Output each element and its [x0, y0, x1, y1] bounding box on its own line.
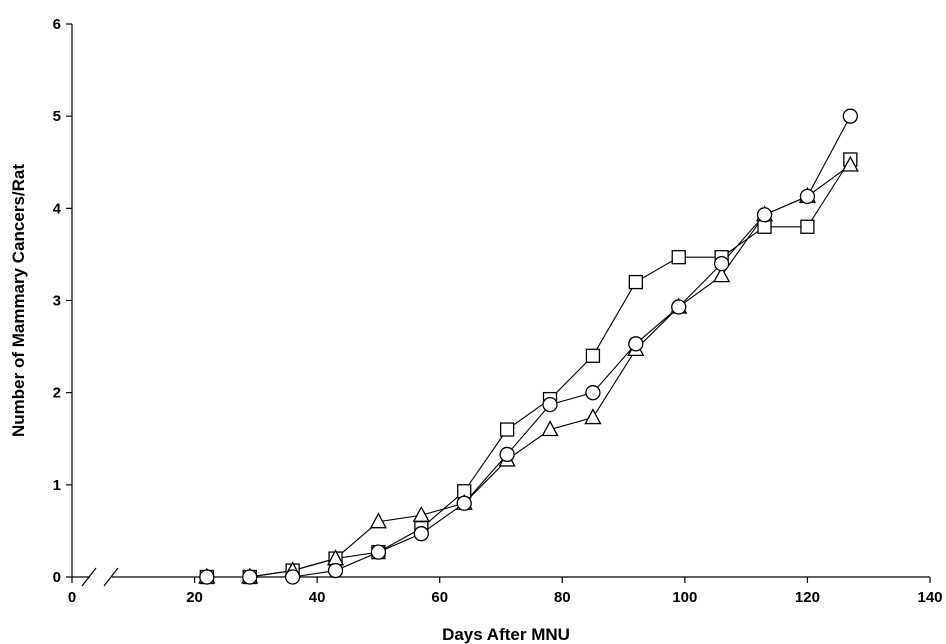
data-point-square	[671, 250, 686, 265]
data-point-circle	[456, 495, 472, 511]
x-tick-label: 20	[186, 589, 203, 606]
y-tick-label: 6	[53, 16, 61, 33]
y-tick-label: 5	[53, 108, 61, 125]
data-point-circle	[671, 299, 687, 315]
data-point-circle	[756, 207, 773, 223]
y-tick-label: 1	[53, 477, 61, 494]
data-point-circle	[628, 336, 644, 352]
x-tick-label: 100	[672, 589, 697, 606]
series-markers-triangle	[198, 155, 859, 584]
data-point-square	[628, 274, 643, 290]
series-square	[206, 159, 851, 578]
axis-break-marks	[81, 567, 119, 587]
x-tick-label: 0	[68, 589, 76, 606]
x-axis: 0 20 40 60 80 100 120 140	[68, 567, 943, 606]
x-tick-label: 140	[917, 589, 942, 606]
x-tick-label: 60	[431, 589, 448, 606]
series-triangle	[206, 164, 851, 578]
data-point-triangle	[412, 505, 430, 522]
y-tick-label: 3	[53, 293, 61, 310]
x-tick-label: 40	[309, 589, 326, 606]
data-point-circle	[713, 255, 730, 272]
x-tick-label: 80	[554, 589, 571, 606]
series-circle	[206, 115, 851, 578]
data-point-circle	[585, 385, 601, 401]
data-point-triangle	[541, 420, 559, 437]
data-point-circle	[842, 108, 858, 124]
series-markers-circle	[199, 108, 858, 585]
data-point-triangle	[369, 512, 388, 529]
axis-break-slash	[81, 567, 97, 587]
y-axis-title: Number of Mammary Cancers/Rat	[9, 164, 28, 437]
data-point-circle	[199, 569, 215, 585]
data-point-circle	[413, 526, 429, 542]
data-point-square	[585, 348, 601, 363]
data-point-triangle	[584, 408, 602, 425]
series-line-circle	[206, 115, 851, 578]
series-line-triangle	[206, 164, 851, 578]
x-tick-label: 120	[795, 589, 820, 606]
data-point-circle	[542, 396, 558, 413]
data-point-triangle	[841, 155, 859, 172]
data-point-square	[499, 422, 515, 437]
data-point-triangle	[713, 266, 731, 283]
series-line-square	[206, 159, 851, 578]
data-point-circle	[799, 188, 816, 205]
axis-break-slash	[103, 567, 119, 587]
data-point-circle	[284, 569, 301, 585]
data-point-circle	[370, 544, 387, 560]
data-point-circle	[499, 446, 515, 463]
x-axis-title: Days After MNU	[442, 625, 570, 644]
plot-area	[198, 108, 859, 585]
y-axis: 0 1 2 3 4 5 6	[53, 16, 73, 586]
y-tick-label: 4	[53, 200, 62, 217]
y-tick-label: 0	[53, 569, 61, 586]
data-point-circle	[327, 562, 344, 579]
data-point-circle	[242, 569, 258, 585]
y-tick-label: 2	[53, 385, 61, 402]
data-point-square	[800, 219, 815, 234]
